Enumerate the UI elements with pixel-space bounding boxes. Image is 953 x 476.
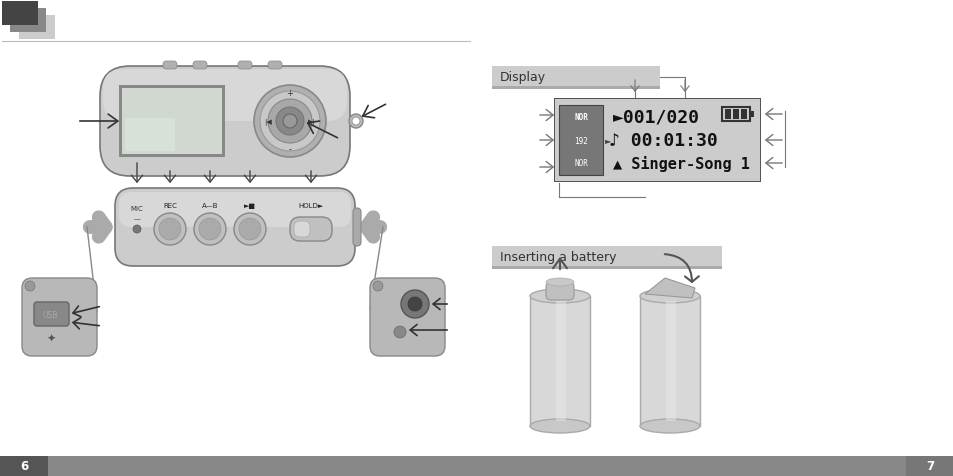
- Circle shape: [25, 281, 35, 291]
- Text: ►■: ►■: [244, 203, 255, 208]
- Bar: [721, 108, 749, 122]
- Ellipse shape: [530, 289, 589, 303]
- Text: ►: ►: [604, 136, 611, 145]
- Text: MIC: MIC: [131, 206, 143, 211]
- Bar: [740, 110, 746, 120]
- Circle shape: [408, 298, 421, 311]
- Circle shape: [283, 115, 296, 129]
- FancyBboxPatch shape: [353, 208, 360, 247]
- Circle shape: [239, 218, 261, 240]
- Bar: [665, 301, 676, 421]
- Text: —: —: [133, 216, 140, 221]
- Bar: [492, 87, 659, 90]
- Polygon shape: [644, 278, 695, 298]
- Text: USB: USB: [42, 310, 57, 319]
- Bar: [749, 112, 753, 118]
- Text: NOR: NOR: [574, 113, 587, 122]
- Bar: [0, 456, 953, 476]
- FancyBboxPatch shape: [100, 67, 350, 177]
- Text: Display: Display: [499, 70, 545, 83]
- Circle shape: [349, 115, 363, 129]
- FancyBboxPatch shape: [545, 282, 574, 300]
- FancyBboxPatch shape: [22, 278, 97, 356]
- Circle shape: [373, 281, 382, 291]
- Circle shape: [394, 327, 406, 338]
- Circle shape: [193, 214, 226, 246]
- Text: ✦: ✦: [47, 333, 55, 343]
- Circle shape: [352, 118, 359, 126]
- Text: +: +: [286, 89, 294, 98]
- Bar: [554, 99, 760, 183]
- Bar: [119, 86, 225, 158]
- FancyBboxPatch shape: [34, 302, 69, 327]
- FancyBboxPatch shape: [193, 62, 207, 70]
- Circle shape: [132, 226, 141, 234]
- FancyBboxPatch shape: [294, 221, 310, 238]
- Text: 7: 7: [925, 459, 933, 473]
- Bar: [724, 110, 730, 120]
- Bar: [10, 9, 46, 33]
- Bar: [558, 106, 602, 176]
- Text: -: -: [288, 145, 292, 154]
- Bar: [19, 16, 55, 40]
- Bar: [122, 89, 222, 155]
- Text: A—B: A—B: [201, 203, 218, 208]
- Circle shape: [400, 290, 429, 318]
- Text: ▶|: ▶|: [308, 118, 315, 125]
- Text: |◀: |◀: [264, 118, 272, 125]
- FancyBboxPatch shape: [163, 62, 177, 70]
- Circle shape: [275, 108, 304, 136]
- Text: ▲ Singer-Song 1: ▲ Singer-Song 1: [613, 156, 749, 172]
- Ellipse shape: [545, 278, 574, 287]
- Bar: [556, 301, 565, 421]
- Circle shape: [253, 86, 326, 158]
- Circle shape: [260, 92, 319, 152]
- Text: NOR: NOR: [574, 159, 587, 168]
- Text: ♪ 00:01:30: ♪ 00:01:30: [608, 132, 717, 149]
- Circle shape: [268, 100, 312, 144]
- Circle shape: [159, 218, 181, 240]
- FancyBboxPatch shape: [370, 278, 444, 356]
- Circle shape: [233, 214, 266, 246]
- FancyBboxPatch shape: [115, 188, 355, 267]
- Text: REC: REC: [163, 203, 176, 208]
- Circle shape: [153, 214, 186, 246]
- Bar: [732, 110, 739, 120]
- FancyBboxPatch shape: [290, 218, 332, 241]
- Bar: [492, 247, 721, 267]
- Bar: [555, 100, 760, 182]
- Bar: [0, 456, 48, 476]
- FancyBboxPatch shape: [237, 62, 252, 70]
- Bar: [125, 119, 174, 152]
- Ellipse shape: [530, 419, 589, 433]
- Bar: [492, 67, 659, 87]
- Text: Inserting a battery: Inserting a battery: [499, 250, 616, 263]
- Text: HOLD►: HOLD►: [298, 203, 323, 208]
- Ellipse shape: [639, 419, 700, 433]
- Bar: [530, 297, 589, 426]
- Text: 6: 6: [20, 459, 28, 473]
- FancyBboxPatch shape: [268, 62, 282, 70]
- Text: 192: 192: [574, 136, 587, 145]
- Text: ►001/020: ►001/020: [613, 109, 700, 127]
- Bar: [492, 267, 721, 269]
- Bar: [905, 456, 953, 476]
- Circle shape: [199, 218, 221, 240]
- Ellipse shape: [639, 289, 700, 303]
- FancyBboxPatch shape: [119, 193, 351, 228]
- Bar: [2, 2, 38, 26]
- FancyBboxPatch shape: [103, 70, 347, 122]
- Bar: [639, 297, 700, 426]
